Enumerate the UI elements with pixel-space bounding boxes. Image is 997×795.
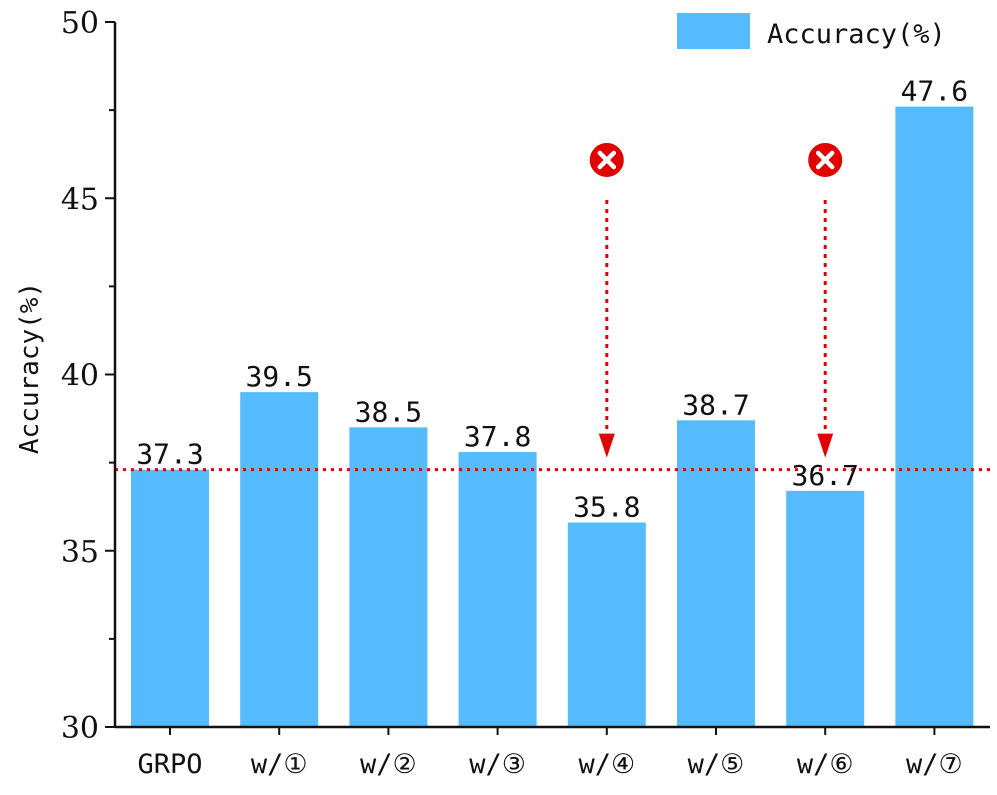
bar-4 [458,452,537,727]
value-label-1: 37.3 [136,438,203,471]
y-tick-label-50: 50 [61,6,99,41]
bar-5 [567,522,646,727]
bar-3 [349,427,428,727]
value-label-7: 36.7 [791,459,858,492]
x-mark-glyph-2 [815,150,835,170]
y-axis-label: Accuracy(%) [15,282,45,454]
labels-layer: 37.3 GRPO 39.5 w/① 38.5 w/② 37.8 w/③ 35.8 w/④ 38.7… [61,6,968,780]
x-tick-label-6: w/⑤ [688,749,745,780]
marker-layer [587,141,845,458]
axes-layer [105,21,990,735]
y-tick-label-30: 30 [61,711,99,746]
x-tick-label-5: w/④ [578,749,635,780]
x-tick-label-4: w/③ [469,749,526,780]
legend-label: Accuracy(%) [767,19,946,50]
y-tick-label-45: 45 [61,182,99,217]
y-tick-label-35: 35 [61,535,99,570]
value-label-6: 38.7 [682,388,749,421]
value-label-4: 37.8 [464,420,531,453]
x-tick-label-2: w/① [251,749,308,780]
y-tick-label-40: 40 [61,359,99,394]
x-tick-label-7: w/⑥ [797,749,854,780]
legend-swatch [677,13,750,49]
x-mark-glyph-1 [597,150,617,170]
value-label-5: 35.8 [573,491,640,524]
bar-8 [895,106,974,728]
bars-layer [131,106,974,728]
bar-7 [786,490,865,727]
value-label-2: 39.5 [245,360,312,393]
value-label-8: 47.6 [901,75,968,108]
value-label-3: 38.5 [355,395,422,428]
bar-6 [677,420,755,727]
down-arrow-icon-1 [598,433,615,458]
x-tick-label-8: w/⑦ [906,749,963,780]
down-arrow-icon-2 [817,433,834,458]
x-tick-label-1: GRPO [137,749,202,780]
bar-2 [240,392,319,727]
bar-1 [131,469,209,727]
legend: Accuracy(%) [677,13,946,50]
x-tick-label-3: w/② [360,749,417,780]
